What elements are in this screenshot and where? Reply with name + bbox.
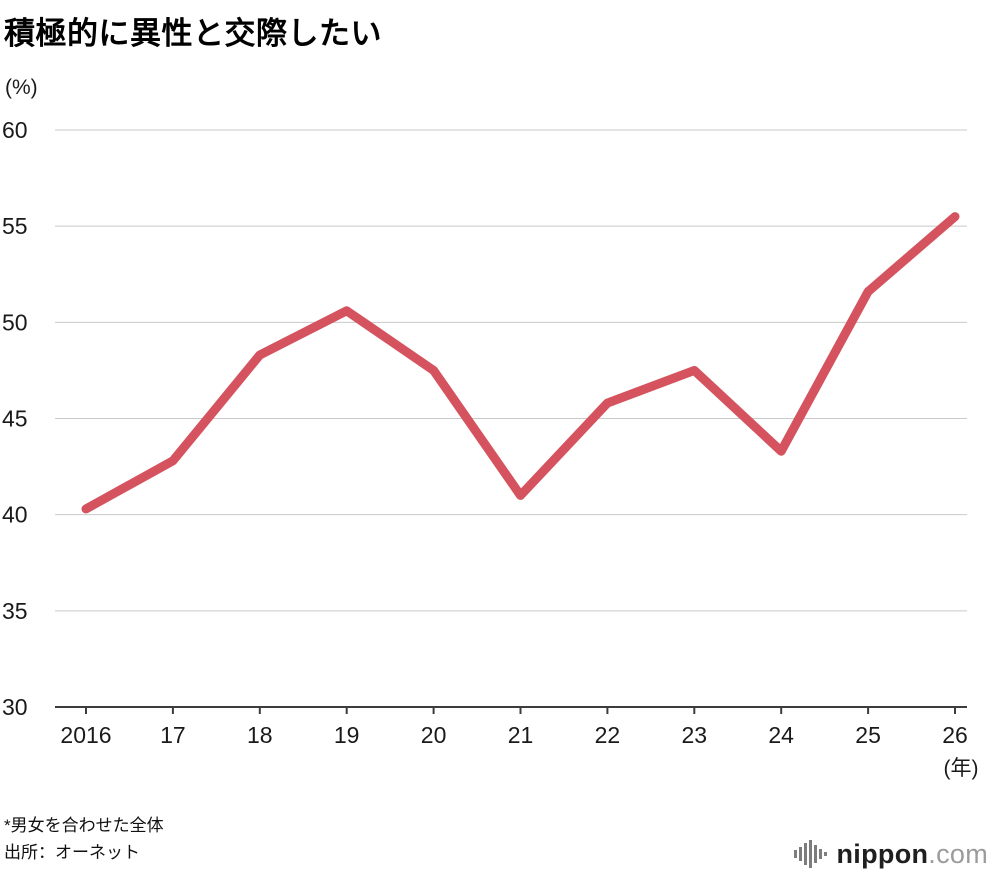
x-tick-label: 17 (160, 722, 186, 748)
y-tick-label: 30 (2, 694, 28, 720)
x-tick-label: 18 (247, 722, 273, 748)
x-tick-label: 24 (768, 722, 794, 748)
footnote-scope: *男女を合わせた全体 (4, 816, 164, 835)
logo-name: nippon (836, 838, 929, 869)
x-tick-label: 20 (421, 722, 447, 748)
x-tick-label: 21 (508, 722, 534, 748)
y-tick-label: 50 (2, 309, 28, 335)
chart-title: 積極的に異性と交際したい (4, 16, 382, 51)
logo-wordmark: nippon.com (837, 839, 988, 870)
data-line-series (81, 212, 960, 514)
y-axis-unit-label: (%) (5, 76, 38, 99)
footnote-source: 出所：オーネット (4, 843, 140, 863)
x-tick-label: 23 (682, 722, 708, 748)
x-tick-label: 2016 (60, 722, 111, 748)
x-axis-unit-label: (年) (944, 757, 979, 780)
y-tick-label: 40 (2, 502, 28, 528)
y-tick-label: 55 (2, 213, 28, 239)
y-tick-label: 45 (2, 406, 28, 432)
soundwave-icon (793, 838, 830, 870)
y-tick-label: 60 (2, 117, 28, 143)
x-tick-label: 25 (855, 722, 881, 748)
x-tick-label: 19 (334, 722, 360, 748)
logo-domain: .com (928, 838, 988, 869)
x-tick-label: 26 (942, 722, 968, 748)
line-chart: 30 35 40 45 50 55 60 2016 17 18 19 20 21 22 23 24 25 26 (年… (2, 117, 979, 780)
y-tick-label: 35 (2, 598, 28, 624)
nippon-logo: nippon.com (793, 838, 988, 870)
chart-footnotes: *男女を合わせた全体 出所：オーネット (4, 812, 164, 866)
x-tick-label: 22 (595, 722, 621, 748)
